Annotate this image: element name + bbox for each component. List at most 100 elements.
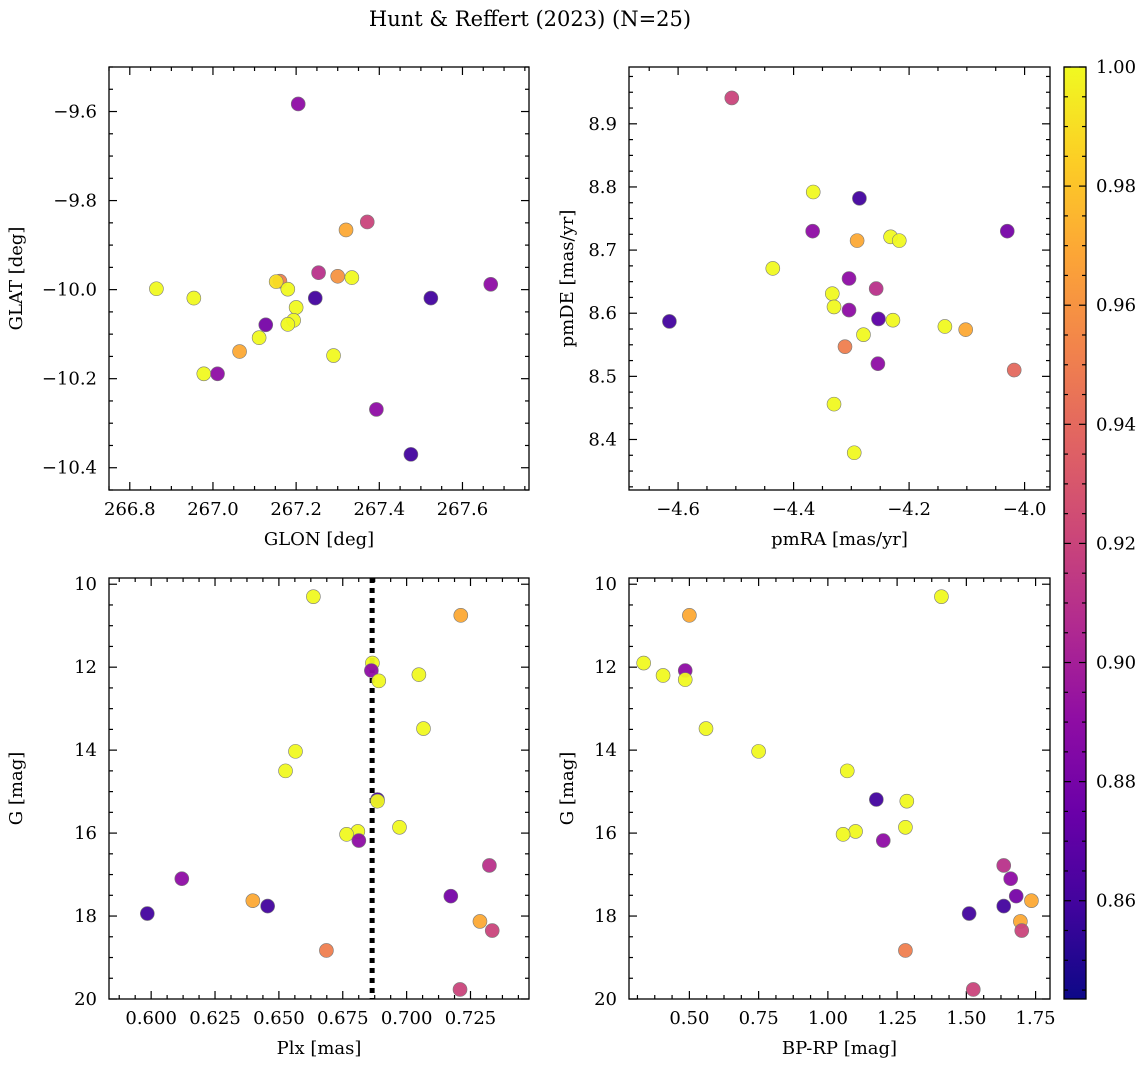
data-point bbox=[245, 893, 261, 908]
y-tick-label: 8.8 bbox=[588, 177, 617, 198]
data-point bbox=[934, 589, 949, 604]
data-point bbox=[453, 608, 469, 623]
data-point bbox=[846, 445, 862, 461]
data-point bbox=[290, 96, 306, 112]
data-point bbox=[899, 793, 915, 809]
data-point bbox=[852, 191, 867, 206]
tick-marks bbox=[629, 578, 1050, 1000]
data-point bbox=[805, 184, 821, 200]
data-point bbox=[1003, 871, 1018, 887]
data-point bbox=[870, 356, 886, 372]
y-tick-label: 20 bbox=[74, 989, 97, 1010]
figure-title: Hunt & Reffert (2023) (N=25) bbox=[369, 7, 691, 31]
data-point bbox=[898, 943, 913, 958]
y-tick-label: 8.4 bbox=[588, 429, 617, 450]
y-axis-label: GLAT [deg] bbox=[6, 227, 27, 331]
data-points bbox=[662, 90, 1022, 461]
x-tick-label: −4.2 bbox=[887, 499, 931, 520]
data-point bbox=[330, 268, 346, 284]
data-point bbox=[483, 276, 499, 292]
y-axis-label: G [mag] bbox=[6, 752, 27, 825]
data-point bbox=[826, 396, 842, 412]
plot-frame bbox=[628, 66, 1051, 491]
colorbar-tick-label: 0.96 bbox=[1096, 295, 1136, 316]
colorbar-tick-label: 0.90 bbox=[1096, 653, 1136, 674]
x-tick-label: 1.25 bbox=[877, 1008, 917, 1029]
x-tick-label: 0.75 bbox=[739, 1008, 779, 1029]
y-tick-label: −10.4 bbox=[42, 458, 97, 479]
data-point bbox=[423, 290, 439, 306]
data-point bbox=[392, 819, 407, 835]
data-point bbox=[677, 672, 693, 687]
x-tick-label: −4.6 bbox=[656, 499, 700, 520]
data-point bbox=[682, 608, 697, 623]
panels: 266.8 267.0 267.2 267.4 267.6 −9.6 −9.8 −10.0 −1… bbox=[6, 66, 1056, 1059]
y-axis-label: G [mag] bbox=[557, 752, 578, 825]
tick-marks bbox=[629, 67, 1050, 490]
data-point bbox=[140, 906, 155, 921]
data-point bbox=[196, 366, 212, 382]
colorbar: 0.86 0.88 0.90 0.92 0.94 0.96 0.98 1.00 bbox=[1063, 57, 1136, 1000]
data-point bbox=[996, 898, 1012, 914]
plot-frame bbox=[108, 577, 530, 1000]
y-axis-label: pmDE [mas/yr] bbox=[557, 210, 578, 348]
x-tick-label: 267.0 bbox=[187, 499, 239, 520]
y-tick-label: 12 bbox=[74, 657, 97, 678]
colorbar-gradient-bar bbox=[1064, 67, 1086, 999]
data-point bbox=[403, 447, 419, 462]
data-point bbox=[319, 943, 334, 958]
data-point bbox=[339, 827, 354, 842]
data-point bbox=[841, 271, 857, 286]
y-tick-label: 8.7 bbox=[588, 240, 617, 261]
data-point bbox=[288, 744, 303, 759]
data-point bbox=[937, 319, 953, 334]
x-tick-label: 0.625 bbox=[189, 1008, 241, 1029]
data-point bbox=[278, 763, 293, 779]
data-point bbox=[891, 233, 907, 248]
y-tick-label: −9.8 bbox=[53, 191, 97, 212]
x-tick-label: 0.675 bbox=[317, 1008, 369, 1029]
x-tick-label: 266.8 bbox=[104, 499, 156, 520]
data-point bbox=[871, 311, 886, 327]
data-points bbox=[149, 96, 499, 462]
data-point bbox=[875, 833, 891, 848]
data-point bbox=[839, 763, 855, 779]
data-point bbox=[443, 888, 459, 904]
x-axis-label: pmRA [mas/yr] bbox=[771, 529, 908, 550]
data-point bbox=[149, 281, 164, 297]
data-point bbox=[258, 317, 274, 333]
data-points bbox=[140, 578, 500, 999]
data-point bbox=[848, 824, 863, 839]
data-point bbox=[452, 982, 468, 997]
data-point bbox=[765, 261, 781, 276]
data-point bbox=[280, 317, 296, 332]
data-point bbox=[655, 668, 671, 683]
x-axis-label: GLON [deg] bbox=[264, 529, 374, 550]
data-point bbox=[186, 290, 202, 306]
data-point bbox=[1014, 923, 1030, 938]
x-tick-label: 1.50 bbox=[946, 1008, 986, 1029]
data-point bbox=[805, 223, 820, 239]
y-tick-label: 8.6 bbox=[588, 303, 617, 324]
colorbar-frame bbox=[1063, 66, 1087, 1000]
data-point bbox=[359, 214, 375, 230]
data-point bbox=[824, 286, 840, 301]
y-tick-label: 8.5 bbox=[588, 366, 617, 387]
data-point bbox=[1024, 893, 1039, 908]
data-point bbox=[288, 300, 304, 315]
tick-marks bbox=[109, 578, 529, 1000]
y-tick-label: 10 bbox=[594, 574, 617, 595]
data-point bbox=[868, 281, 884, 296]
y-tick-label: 18 bbox=[74, 906, 97, 927]
x-tick-label: 0.725 bbox=[445, 1008, 497, 1029]
x-tick-label: 267.2 bbox=[270, 499, 322, 520]
data-point bbox=[898, 819, 913, 835]
colorbar-tick-label: 0.94 bbox=[1096, 414, 1136, 435]
panel-glon-glat: 266.8 267.0 267.2 267.4 267.6 −9.6 −9.8 −10.0 −1… bbox=[6, 66, 530, 550]
data-point bbox=[344, 270, 360, 285]
data-point bbox=[268, 274, 284, 289]
data-point bbox=[251, 330, 267, 346]
panel-cmd: 0.50 0.75 1.00 1.25 1.50 1.75 10 12 14 16 18 20 BP-R… bbox=[557, 574, 1056, 1059]
colorbar-tick-label: 0.86 bbox=[1096, 891, 1136, 912]
data-point bbox=[260, 898, 275, 914]
